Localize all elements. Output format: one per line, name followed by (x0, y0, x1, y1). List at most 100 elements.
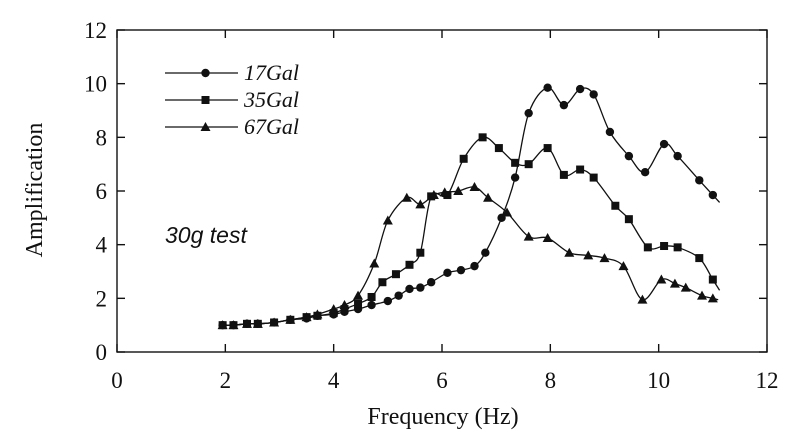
x-tick-label: 0 (111, 368, 123, 393)
x-tick-label: 12 (756, 368, 779, 393)
data-point (378, 278, 387, 287)
data-point (391, 270, 400, 279)
data-point (354, 299, 363, 308)
y-tick-label: 4 (96, 233, 108, 258)
legend-item-35gal: 35Gal (165, 87, 299, 112)
data-point (459, 154, 468, 163)
data-point (456, 265, 466, 275)
y-tick-label: 12 (84, 18, 107, 43)
data-point (656, 274, 667, 284)
x-tick-label: 6 (436, 368, 448, 393)
data-point (637, 294, 648, 304)
series-line (222, 186, 719, 326)
data-point (660, 242, 669, 251)
data-point (695, 176, 704, 185)
data-point (559, 100, 569, 110)
data-point (405, 284, 414, 294)
data-point (369, 258, 380, 268)
data-point (483, 192, 494, 202)
data-point (523, 231, 534, 241)
data-point (382, 215, 393, 225)
data-point (669, 278, 680, 288)
data-point (589, 173, 598, 182)
legend-label: 35Gal (243, 87, 299, 112)
data-point (285, 314, 296, 324)
data-point (695, 254, 704, 263)
data-point (708, 190, 718, 200)
data-point (611, 201, 620, 210)
data-point (469, 181, 480, 191)
data-point (564, 247, 575, 257)
data-point (478, 133, 487, 142)
data-point (510, 173, 520, 182)
data-point (453, 186, 464, 195)
data-point (673, 151, 682, 161)
data-point (416, 283, 425, 292)
data-point (439, 187, 450, 197)
data-point (707, 293, 718, 303)
data-point (618, 261, 629, 271)
data-point (394, 291, 403, 300)
x-axis: 0 2 4 6 8 10 12 (111, 30, 779, 393)
data-point (697, 290, 707, 300)
data-point (383, 296, 393, 306)
y-axis-title: Amplification (22, 123, 48, 258)
legend-item-67gal: 67Gal (165, 114, 299, 139)
data-point (708, 275, 717, 284)
data-point (443, 268, 452, 278)
x-tick-label: 8 (545, 368, 557, 393)
y-tick-label: 2 (96, 286, 108, 311)
data-point (242, 318, 252, 328)
data-point (340, 305, 349, 314)
data-point (673, 243, 682, 252)
data-point (367, 292, 376, 301)
test-annotation: 30g test (165, 222, 248, 248)
x-tick-label: 10 (647, 368, 670, 393)
legend-item-17gal: 17Gal (165, 60, 299, 85)
data-point (415, 199, 426, 209)
data-point (640, 168, 650, 177)
data-point (405, 260, 414, 269)
legend-marker (201, 96, 210, 104)
data-point (269, 317, 280, 327)
x-tick-label: 4 (328, 368, 340, 393)
data-point (301, 312, 312, 322)
data-point (524, 108, 533, 118)
data-point (426, 278, 436, 287)
data-point (643, 243, 652, 252)
data-point (470, 261, 479, 271)
data-point (481, 248, 490, 257)
y-tick-label: 6 (96, 179, 108, 204)
data-point (583, 250, 594, 260)
data-point (353, 290, 364, 300)
data-point (329, 309, 338, 318)
y-tick-label: 0 (96, 340, 108, 365)
legend-label: 17Gal (244, 60, 299, 85)
data-point (605, 127, 615, 137)
data-point (576, 165, 585, 174)
legend-marker (200, 122, 211, 131)
data-point (599, 253, 610, 263)
data-point (416, 248, 425, 257)
data-point (543, 144, 552, 153)
data-point (524, 160, 533, 169)
y-axis: 0 2 4 6 8 10 12 (84, 18, 767, 365)
legend-marker (201, 68, 210, 78)
data-point (680, 282, 691, 292)
x-tick-label: 2 (220, 368, 232, 393)
data-point (328, 304, 339, 314)
data-point (559, 170, 568, 179)
data-point (624, 151, 634, 161)
data-point (428, 190, 439, 200)
data-point (217, 320, 228, 330)
data-series (217, 83, 721, 330)
data-point (252, 318, 263, 328)
data-point (339, 300, 350, 310)
data-point (542, 232, 553, 242)
data-point (312, 309, 323, 319)
data-point (228, 320, 239, 330)
plot-border (116, 29, 768, 353)
data-point (543, 83, 552, 92)
